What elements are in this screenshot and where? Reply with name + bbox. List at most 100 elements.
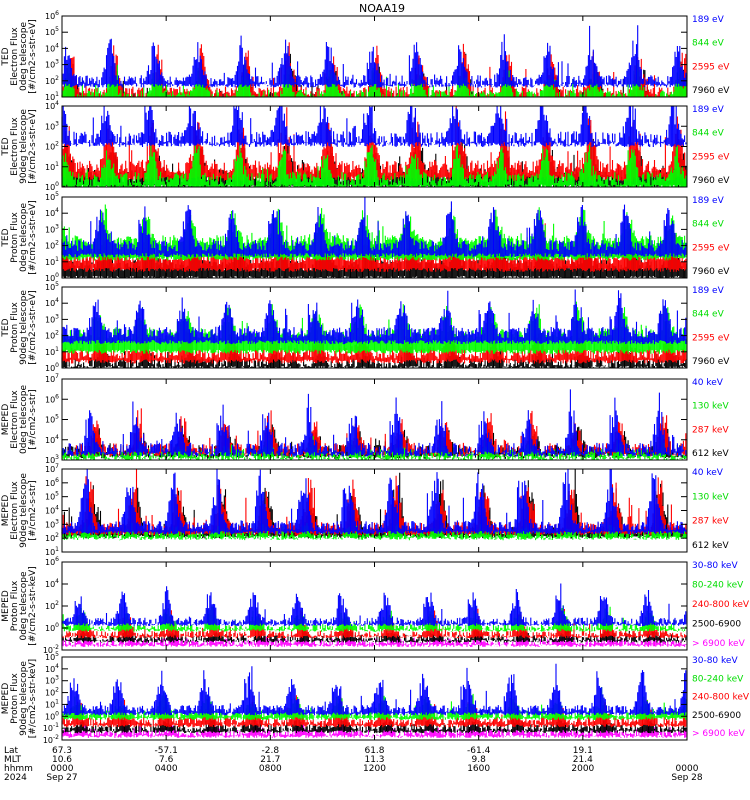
panel-7: 10-2 100 102 104 106 MEPEDProton Flux0deg tel… [1, 556, 750, 655]
y-tick-exponent: 1 [55, 91, 59, 98]
y-tick-exponent: 5 [55, 491, 59, 498]
y-axis-label-line: Electron Flux [10, 27, 20, 86]
x-annotation-lat: -61.4 [467, 746, 491, 756]
series-trace-3 [61, 301, 687, 354]
y-tick-exponent: 4 [55, 663, 59, 670]
y-axis-label-line: [#/cm2-s-str-keV] [28, 566, 38, 645]
y-axis-label: TEDProton Flux90deg telescope[#/cm2-s-st… [1, 290, 38, 365]
x-annotation-hhmm: 0000 [51, 764, 74, 774]
series-trace-4 [61, 289, 687, 345]
series-trace-4 [61, 604, 687, 632]
legend-entry: 7960 eV [692, 267, 730, 277]
y-tick-label: 102 [45, 532, 59, 543]
y-axis-label-line: [#/cm2-s-str] [28, 389, 38, 449]
y-tick-exponent: 7 [55, 463, 59, 470]
y-axis-label-line: [#/cm2-s-str-keV] [28, 659, 38, 738]
y-tick-exponent: 3 [55, 454, 59, 461]
y-tick-exponent: 6 [55, 477, 59, 484]
y-tick-label: 107 [45, 373, 59, 384]
y-tick-label: 101 [45, 161, 59, 172]
y-tick-label: 106 [45, 10, 59, 21]
x-annotation-hhmm: 1200 [363, 764, 386, 774]
x-annotation-date: Sep 28 [671, 773, 703, 783]
y-tick-label: 10-2 [43, 644, 59, 655]
y-axis-label-line: Electron Flux [10, 481, 20, 540]
y-tick-exponent: 4 [55, 42, 59, 49]
y-axis-label-line: [#/cm2-s-str-eV] [28, 290, 38, 365]
series-trace-5 [61, 583, 687, 627]
y-axis-label: TEDElectron Flux90deg telescope[#/cm2-s-… [1, 109, 38, 184]
x-annotation-hhmm: 0400 [155, 764, 178, 774]
y-tick-label: 101 [45, 698, 59, 709]
y-tick-exponent: 2 [55, 532, 59, 539]
legend-entry: 612 keV [692, 449, 729, 459]
y-tick-label: 103 [45, 313, 59, 324]
y-tick-exponent: 4 [55, 434, 59, 441]
x-annotation-mlt: 21.7 [260, 755, 280, 765]
series-trace-5 [61, 663, 687, 716]
legend-entry: 80-240 keV [692, 581, 744, 591]
y-axis-label-line: Electron Flux [10, 390, 20, 449]
y-tick-exponent: 3 [55, 675, 59, 682]
y-axis-label-line: TED [1, 228, 11, 247]
y-tick-label: 103 [45, 518, 59, 529]
legend-entry: 189 eV [692, 196, 725, 206]
y-tick-exponent: 3 [55, 59, 59, 66]
legend-entry: 612 keV [692, 541, 729, 551]
y-axis-label-line: MEPED [1, 495, 11, 527]
y-tick-exponent: 5 [55, 26, 59, 33]
legend-entry: 240-800 keV [692, 600, 750, 610]
y-axis-label-line: TED [1, 47, 11, 66]
y-tick-exponent: 4 [55, 100, 59, 107]
y-axis-label-line: 0deg telescope [19, 385, 29, 455]
panel-5: 103 104 105 106 107 MEPEDElectron Flux0deg te… [1, 373, 729, 465]
y-axis-label: TEDElectron Flux0deg telescope[#/cm2-s-s… [1, 19, 38, 94]
x-annotation-mlt: 10.6 [52, 755, 72, 765]
y-tick-label: 102 [45, 687, 59, 698]
x-annotation-lat: -2.8 [262, 746, 280, 756]
x-annotation-hhmm: 0800 [259, 764, 282, 774]
y-tick-exponent: 1 [55, 698, 59, 705]
x-annotation-row-label: Lat [4, 746, 19, 756]
x-annotation-lat: -57.1 [155, 746, 178, 756]
legend-entry: 2500-6900 [692, 711, 741, 721]
x-annotation-hhmm: 0000 [676, 764, 699, 774]
y-axis-label-line: TED [1, 318, 11, 337]
y-tick-exponent: 3 [55, 223, 59, 230]
legend-entry: 130 keV [692, 492, 729, 502]
y-tick-label: 104 [45, 434, 59, 445]
legend-entry: 189 eV [692, 105, 725, 115]
legend-entry: 189 eV [692, 286, 725, 296]
y-tick-exponent: -1 [53, 722, 59, 729]
y-axis-label-line: [#/cm2-s-str-eV] [28, 19, 38, 94]
y-tick-label: 104 [45, 42, 59, 53]
x-annotation-hhmm: 1600 [467, 764, 490, 774]
y-axis-label-line: Proton Flux [10, 580, 20, 631]
y-tick-exponent: 5 [55, 414, 59, 421]
y-axis-label-line: 0deg telescope [19, 22, 29, 92]
y-axis-label-line: 90deg telescope [19, 109, 29, 184]
x-annotation-date: Sep 27 [46, 773, 77, 783]
legend-entry: 844 eV [692, 129, 725, 139]
y-tick-label: 107 [45, 463, 59, 474]
y-tick-exponent: 3 [55, 120, 59, 127]
y-tick-label: 102 [45, 75, 59, 86]
y-tick-label: 105 [45, 651, 59, 662]
legend-entry: 287 keV [692, 425, 729, 435]
y-tick-label: 104 [45, 297, 59, 308]
y-axis-label-line: Proton Flux [10, 302, 20, 353]
legend-entry: 2595 eV [692, 152, 730, 162]
y-tick-exponent: 2 [55, 141, 59, 148]
x-annotation-row-label: MLT [4, 755, 22, 765]
legend-entry: 2595 eV [692, 243, 730, 253]
y-tick-exponent: 0 [55, 710, 59, 717]
y-tick-label: 102 [45, 330, 59, 341]
legend-entry: > 6900 keV [692, 639, 746, 649]
y-tick-exponent: 0 [55, 272, 59, 279]
y-tick-label: 105 [45, 26, 59, 37]
y-axis-label: TEDProton Flux0deg telescope[#/cm2-s-str… [1, 200, 38, 275]
y-tick-exponent: -2 [53, 734, 59, 741]
